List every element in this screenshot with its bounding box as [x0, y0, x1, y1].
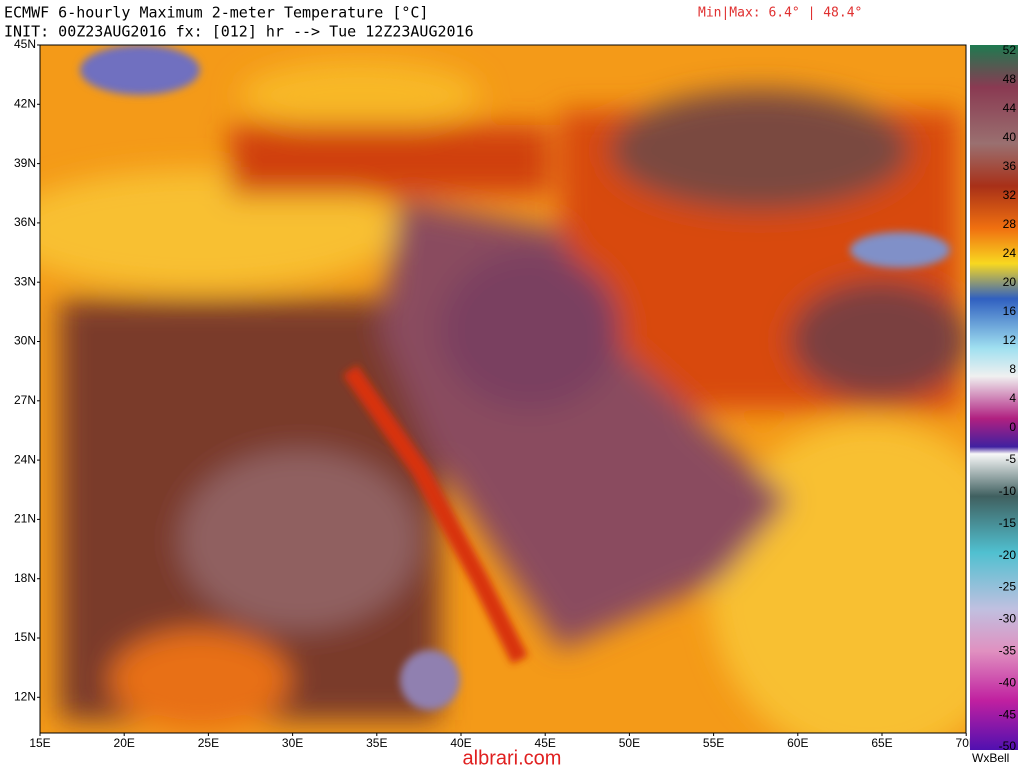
lon-label: 15E: [29, 736, 50, 750]
colorbar-label: 20: [1003, 275, 1017, 289]
colorbar-label: -15: [999, 516, 1017, 530]
lat-label: 39N: [14, 156, 36, 170]
lat-label: 12N: [14, 689, 36, 703]
colorbar-label: 0: [1009, 420, 1016, 434]
lat-label: 36N: [14, 215, 36, 229]
lat-label: 27N: [14, 393, 36, 407]
colorbar-label: 16: [1003, 304, 1017, 318]
map-frame: [39, 44, 967, 734]
colorbar-label: 52: [1003, 43, 1017, 57]
colorbar-label: -5: [1005, 452, 1016, 466]
colorbar-label: 32: [1003, 188, 1017, 202]
min-max: Min|Max: 6.4° | 48.4°: [698, 6, 862, 21]
lon-label: 35E: [366, 736, 387, 750]
lat-label: 15N: [14, 630, 36, 644]
colorbar-label: -45: [999, 707, 1017, 721]
colorbar-label: 12: [1003, 333, 1017, 347]
lon-label: 30E: [282, 736, 303, 750]
lat-label: 21N: [14, 512, 36, 526]
lat-label: 30N: [14, 334, 36, 348]
lon-label: 55E: [703, 736, 724, 750]
lon-label: 45E: [535, 736, 556, 750]
colorbar-label: -40: [999, 675, 1017, 689]
colorbar-label: 44: [1003, 101, 1017, 115]
colorbar: [970, 45, 1018, 750]
lon-label: 20E: [114, 736, 135, 750]
title: ECMWF 6-hourly Maximum 2-meter Temperatu…: [4, 4, 428, 22]
lon-label: 65E: [871, 736, 892, 750]
colorbar-label: -25: [999, 580, 1017, 594]
colorbar-label: -30: [999, 612, 1017, 626]
colorbar-labels: 5248444036322824201612840-5-10-15-20-25-…: [999, 43, 1017, 753]
credit: WxBell: [972, 751, 1009, 765]
colorbar-label: 4: [1009, 391, 1016, 405]
colorbar-label: -10: [999, 484, 1017, 498]
colorbar-label: -35: [999, 643, 1017, 657]
colorbar-label: 40: [1003, 130, 1017, 144]
colorbar-label: -50: [999, 739, 1017, 753]
init-line: INIT: 00Z23AUG2016 fx: [012] hr --> Tue …: [4, 23, 474, 41]
temperature-field: [40, 45, 966, 733]
lat-label: 18N: [14, 571, 36, 585]
lon-label: 25E: [198, 736, 219, 750]
lat-label: 42N: [14, 96, 36, 110]
lat-label: 24N: [14, 452, 36, 466]
lat-label: 45N: [14, 37, 36, 51]
lon-label: 50E: [619, 736, 640, 750]
watermark: albrari.com: [463, 747, 562, 768]
colorbar-label: 48: [1003, 72, 1017, 86]
longitude-labels: 15E 20E 25E 30E 35E 40E 45E 50E 55E 60E 65E 70E: [29, 733, 977, 750]
colorbar-label: 8: [1009, 362, 1016, 376]
colorbar-label: 36: [1003, 159, 1017, 173]
latitude-labels: 45N 42N 39N 36N 33N 30N 27N 24N 21N 18N 15N 12N: [14, 37, 40, 703]
colorbar-label: 28: [1003, 217, 1017, 231]
lon-label: 40E: [450, 736, 471, 750]
lat-label: 33N: [14, 274, 36, 288]
colorbar-label: -20: [999, 548, 1017, 562]
colorbar-label: 24: [1003, 246, 1017, 260]
lon-label: 60E: [787, 736, 808, 750]
